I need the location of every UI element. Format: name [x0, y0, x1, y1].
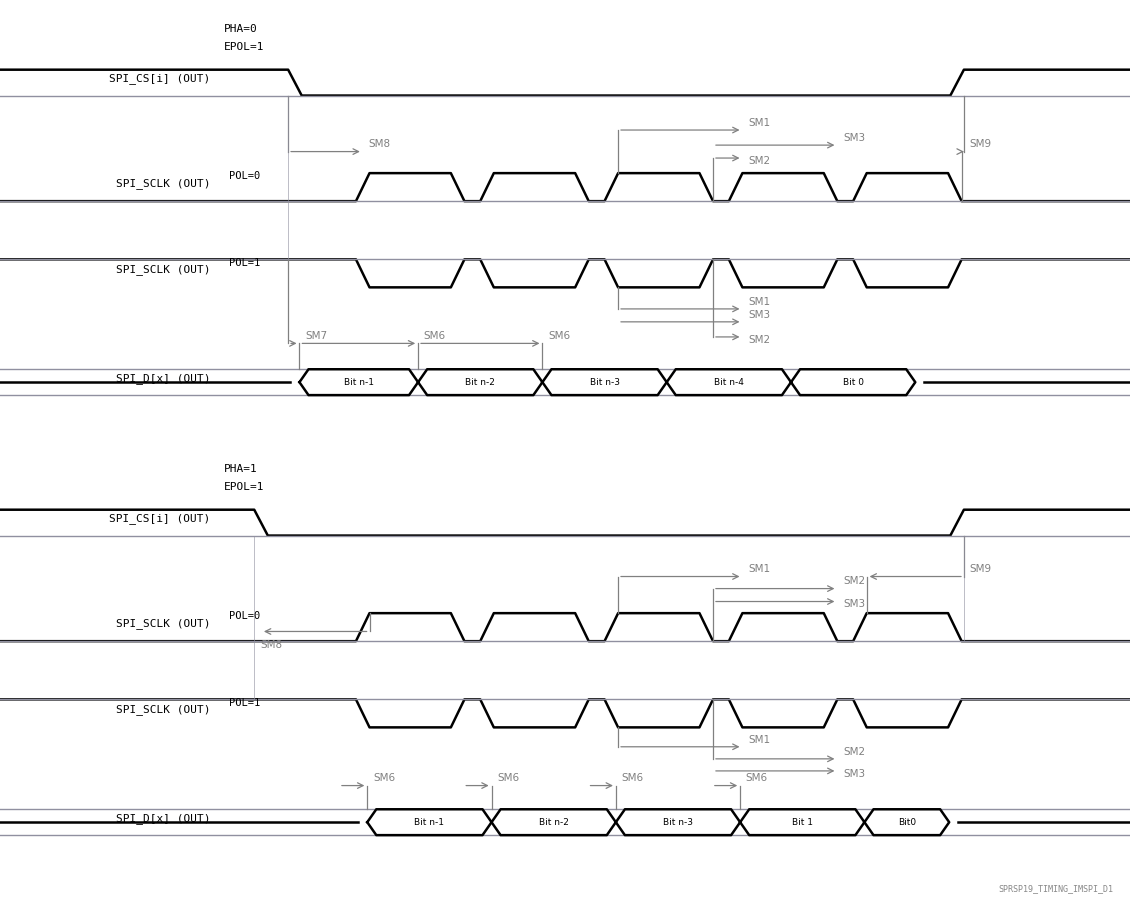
- Text: POL=1: POL=1: [229, 698, 261, 708]
- Polygon shape: [667, 369, 791, 395]
- Text: Bit n-3: Bit n-3: [663, 818, 693, 827]
- Polygon shape: [492, 809, 616, 835]
- Text: SM8: SM8: [368, 139, 391, 149]
- Text: SM9: SM9: [970, 564, 992, 575]
- Text: SPI_D[x] (OUT): SPI_D[x] (OUT): [115, 814, 210, 824]
- Text: SPI_SCLK (OUT): SPI_SCLK (OUT): [115, 178, 210, 189]
- Polygon shape: [864, 809, 949, 835]
- Text: Bit 0: Bit 0: [843, 378, 863, 387]
- Text: SPI_SCLK (OUT): SPI_SCLK (OUT): [115, 264, 210, 276]
- Text: SM9: SM9: [970, 139, 992, 149]
- Text: SPI_SCLK (OUT): SPI_SCLK (OUT): [115, 618, 210, 629]
- Text: SM7: SM7: [305, 331, 328, 341]
- Text: Bit n-4: Bit n-4: [714, 378, 744, 387]
- Polygon shape: [367, 809, 492, 835]
- Text: SM6: SM6: [548, 331, 571, 341]
- Polygon shape: [299, 369, 418, 395]
- Polygon shape: [418, 369, 542, 395]
- Text: SPI_SCLK (OUT): SPI_SCLK (OUT): [115, 704, 210, 716]
- Text: SM2: SM2: [748, 156, 771, 166]
- Text: SPRSP19_TIMING_IMSPI_D1: SPRSP19_TIMING_IMSPI_D1: [998, 885, 1113, 894]
- Text: SM6: SM6: [622, 773, 644, 783]
- Text: SM3: SM3: [843, 133, 866, 143]
- Text: SM2: SM2: [843, 577, 866, 586]
- Text: Bit n-2: Bit n-2: [466, 378, 495, 387]
- Polygon shape: [791, 369, 915, 395]
- Text: SM1: SM1: [748, 735, 771, 744]
- Text: Bit n-2: Bit n-2: [539, 818, 568, 827]
- Text: SM2: SM2: [748, 335, 771, 345]
- Text: EPOL=1: EPOL=1: [224, 481, 264, 492]
- Polygon shape: [542, 369, 667, 395]
- Text: SM1: SM1: [748, 296, 771, 307]
- Text: SPI_CS[i] (OUT): SPI_CS[i] (OUT): [108, 73, 210, 84]
- Text: Bit n-1: Bit n-1: [415, 818, 444, 827]
- Text: Bit 1: Bit 1: [792, 818, 812, 827]
- Text: SM2: SM2: [843, 747, 866, 757]
- Text: SM1: SM1: [748, 564, 771, 575]
- Polygon shape: [616, 809, 740, 835]
- Text: POL=1: POL=1: [229, 258, 261, 268]
- Text: Bit n-3: Bit n-3: [590, 378, 619, 387]
- Text: SPI_CS[i] (OUT): SPI_CS[i] (OUT): [108, 513, 210, 524]
- Text: POL=0: POL=0: [229, 612, 261, 621]
- Text: SM3: SM3: [843, 599, 866, 609]
- Text: SM8: SM8: [260, 640, 282, 650]
- Text: Bit n-1: Bit n-1: [344, 378, 374, 387]
- Text: EPOL=1: EPOL=1: [224, 41, 264, 52]
- Text: Bit0: Bit0: [897, 818, 916, 827]
- Text: SM1: SM1: [748, 118, 771, 128]
- Text: SM3: SM3: [748, 310, 771, 320]
- Polygon shape: [740, 809, 864, 835]
- Text: SM6: SM6: [497, 773, 520, 783]
- Text: SM6: SM6: [373, 773, 396, 783]
- Text: POL=0: POL=0: [229, 172, 261, 181]
- Text: PHA=0: PHA=0: [224, 24, 258, 34]
- Text: PHA=1: PHA=1: [224, 464, 258, 474]
- Text: SM6: SM6: [424, 331, 446, 341]
- Text: SM6: SM6: [746, 773, 768, 783]
- Text: SM3: SM3: [843, 769, 866, 779]
- Text: SPI_D[x] (OUT): SPI_D[x] (OUT): [115, 374, 210, 384]
